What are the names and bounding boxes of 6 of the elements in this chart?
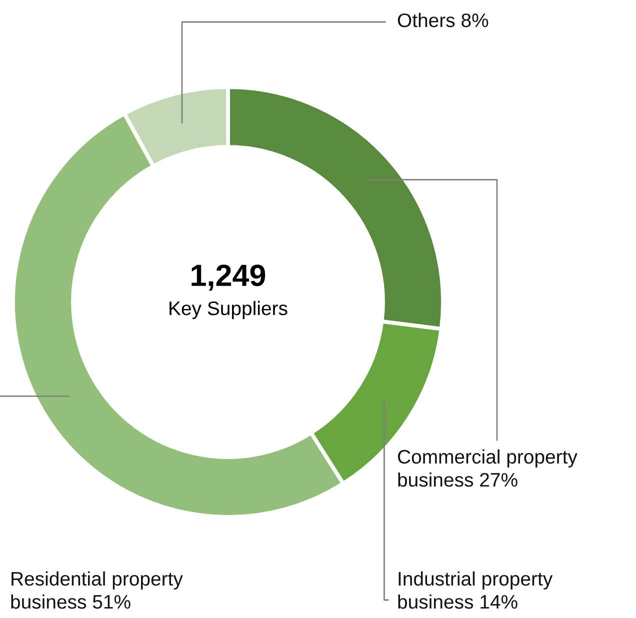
text: Key Suppliers — [170, 300, 288, 320]
slice-label: Others 8% — [398, 12, 488, 28]
slice-label: Commercial property business 27% — [398, 449, 578, 487]
text: 1,249 — [192, 264, 266, 291]
slice-label: Industrial property business 14% — [398, 571, 553, 609]
slice-label: Residential property business 51% — [11, 571, 183, 609]
